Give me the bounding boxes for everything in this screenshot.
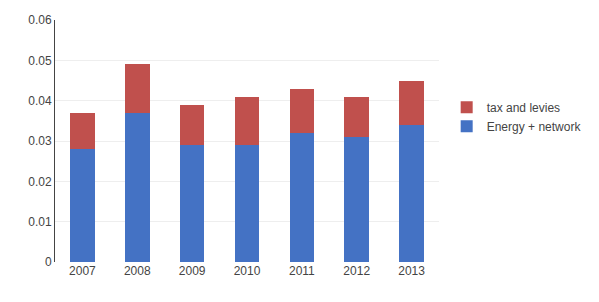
svg-text:0.02: 0.02: [28, 175, 52, 189]
svg-text:2008: 2008: [124, 264, 151, 278]
svg-text:2012: 2012: [343, 264, 370, 278]
svg-text:0.05: 0.05: [28, 54, 52, 68]
svg-text:Energy + network: Energy + network: [487, 120, 582, 134]
svg-text:2010: 2010: [234, 264, 261, 278]
svg-text:2007: 2007: [69, 264, 96, 278]
svg-text:0.03: 0.03: [28, 134, 52, 148]
svg-text:0.01: 0.01: [28, 215, 52, 229]
svg-text:2009: 2009: [179, 264, 206, 278]
svg-text:2013: 2013: [398, 264, 425, 278]
svg-text:0: 0: [45, 255, 52, 269]
svg-text:tax and levies: tax and levies: [487, 101, 560, 115]
svg-text:0.04: 0.04: [28, 94, 52, 108]
svg-text:2011: 2011: [289, 264, 315, 278]
svg-text:0.06: 0.06: [28, 13, 52, 27]
